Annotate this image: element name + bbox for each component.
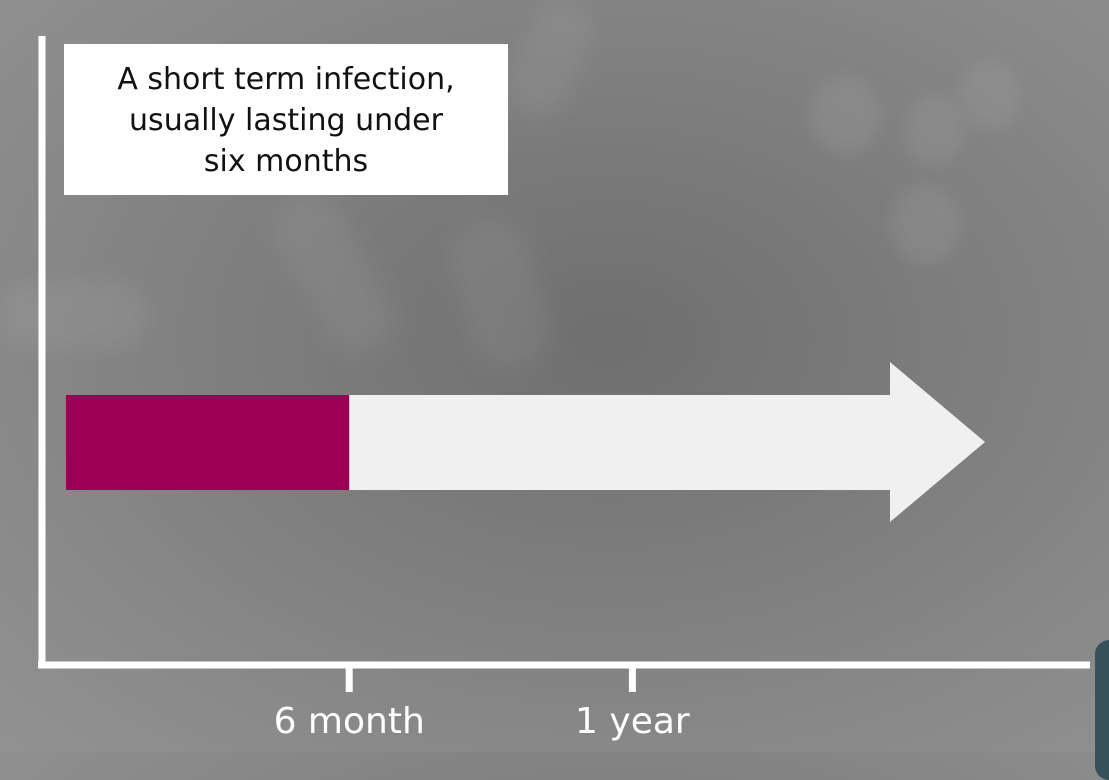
callout-box: A short term infection, usually lasting … bbox=[64, 44, 508, 195]
callout-line-1: A short term infection, bbox=[64, 59, 508, 100]
tick-label-1-year: 1 year bbox=[575, 700, 690, 744]
callout-line-3: six months bbox=[64, 141, 508, 182]
short-term-highlight-bar bbox=[66, 395, 349, 490]
x-axis-ticks bbox=[349, 665, 632, 692]
tick-label-6-month: 6 month bbox=[274, 700, 425, 744]
callout-line-2: usually lasting under bbox=[64, 100, 508, 141]
